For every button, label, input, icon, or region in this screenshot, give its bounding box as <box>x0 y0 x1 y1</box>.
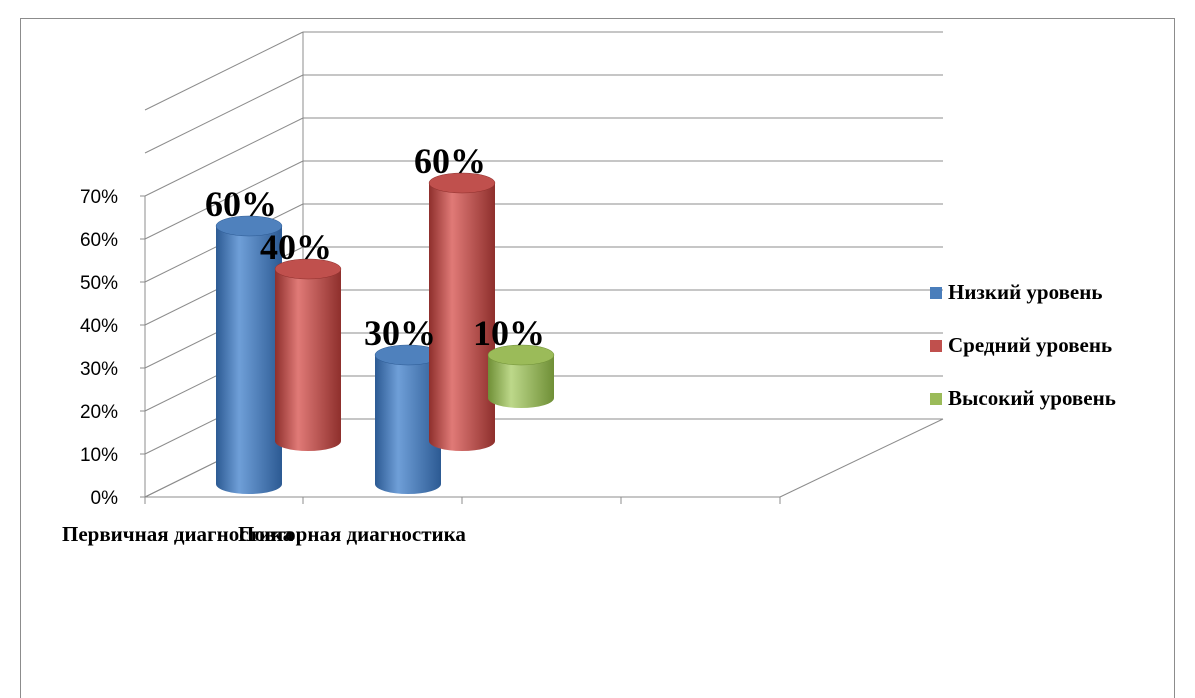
bars <box>215 172 555 494</box>
bar-top <box>215 215 283 237</box>
data-label: 60% <box>205 184 277 224</box>
bar-top <box>428 172 496 194</box>
chart-frame <box>20 18 1175 698</box>
gridline-side <box>144 74 304 154</box>
bar-body <box>488 355 554 408</box>
bar-2-2 <box>428 172 496 451</box>
data-label: 30% <box>364 313 436 353</box>
legend-item: Средний уровень <box>930 333 1112 358</box>
bar-body <box>275 269 341 451</box>
data-labels: 60%30%40%60%10% <box>205 141 545 353</box>
bar-1-2 <box>374 344 442 494</box>
x-axis-label: Повторная диагностика <box>238 522 466 546</box>
axes <box>140 195 781 504</box>
data-label: 60% <box>414 141 486 181</box>
legend-label: Средний уровень <box>948 333 1113 357</box>
legend-label: Высокий уровень <box>948 386 1116 410</box>
gridline-side <box>144 117 304 197</box>
gridline-side <box>144 160 304 240</box>
legend-label: Низкий уровень <box>948 280 1103 304</box>
floor-right-edge <box>779 418 944 498</box>
y-tick-label: 10% <box>80 445 118 466</box>
bar-top <box>274 258 342 280</box>
legend-item: Низкий уровень <box>930 280 1102 305</box>
bar-top <box>487 344 555 366</box>
bar-body <box>216 226 282 494</box>
data-label: 40% <box>260 227 332 267</box>
x-axis-label: Первичная диагностика <box>62 522 294 546</box>
bar-3-2 <box>487 344 555 408</box>
bar-body <box>375 355 441 494</box>
y-tick-label: 60% <box>80 230 118 251</box>
y-tick-label: 40% <box>80 316 118 337</box>
y-tick-label: 20% <box>80 402 118 423</box>
legend-swatch <box>930 392 942 405</box>
y-tick-label: 0% <box>91 488 119 509</box>
y-tick-label: 70% <box>80 187 118 208</box>
bar-body <box>429 183 495 451</box>
data-label: 10% <box>473 313 545 353</box>
legend-swatch <box>930 286 942 299</box>
bar-1-1 <box>215 215 283 494</box>
legend-item: Высокий уровень <box>930 386 1116 411</box>
y-tick-label: 50% <box>80 273 118 294</box>
bar-2-1 <box>274 258 342 451</box>
y-tick-label: 30% <box>80 359 118 380</box>
y-axis-ticks: 0% 10% 20% 30% 40% 50% 60% 70% <box>80 187 118 509</box>
gridline-side <box>144 31 304 111</box>
legend-swatch <box>930 339 942 352</box>
